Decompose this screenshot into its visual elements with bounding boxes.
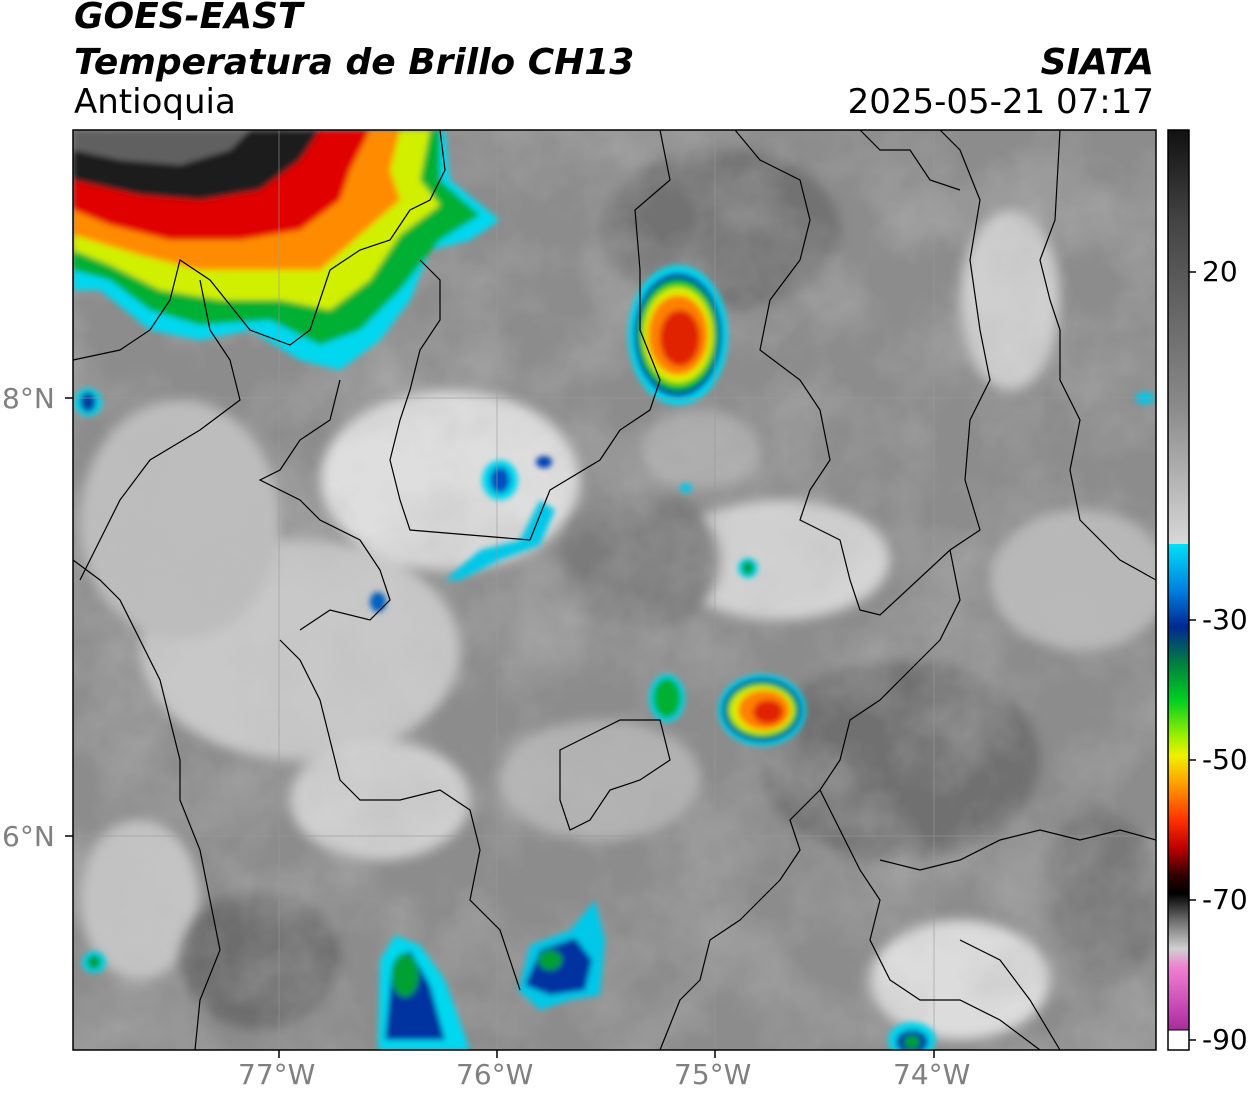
lon-label-74w: 74°W <box>893 1058 971 1091</box>
colorbar <box>1167 129 1196 1051</box>
lat-label-8n: 8°N <box>2 382 55 415</box>
colorbar-tick-minus70: -70 <box>1202 883 1248 916</box>
lon-label-76w: 76°W <box>456 1058 534 1091</box>
colorbar-tick-minus90: -90 <box>1202 1023 1248 1056</box>
colorbar-tick-minus30: -30 <box>1202 603 1248 636</box>
organization-label: SIATA <box>1040 42 1154 83</box>
lat-label-6n: 6°N <box>2 820 55 853</box>
datetime-label: 2025-05-21 07:17 <box>847 82 1154 122</box>
lon-label-77w: 77°W <box>238 1058 316 1091</box>
satellite-title: GOES-EAST <box>74 0 303 37</box>
colorbar-tick-20: 20 <box>1202 255 1238 288</box>
lon-label-75w: 75°W <box>674 1058 752 1091</box>
product-title: Temperatura de Brillo CH13 <box>74 42 635 83</box>
colorbar-tick-minus50: -50 <box>1202 743 1248 776</box>
region-title: Antioquia <box>74 82 236 122</box>
